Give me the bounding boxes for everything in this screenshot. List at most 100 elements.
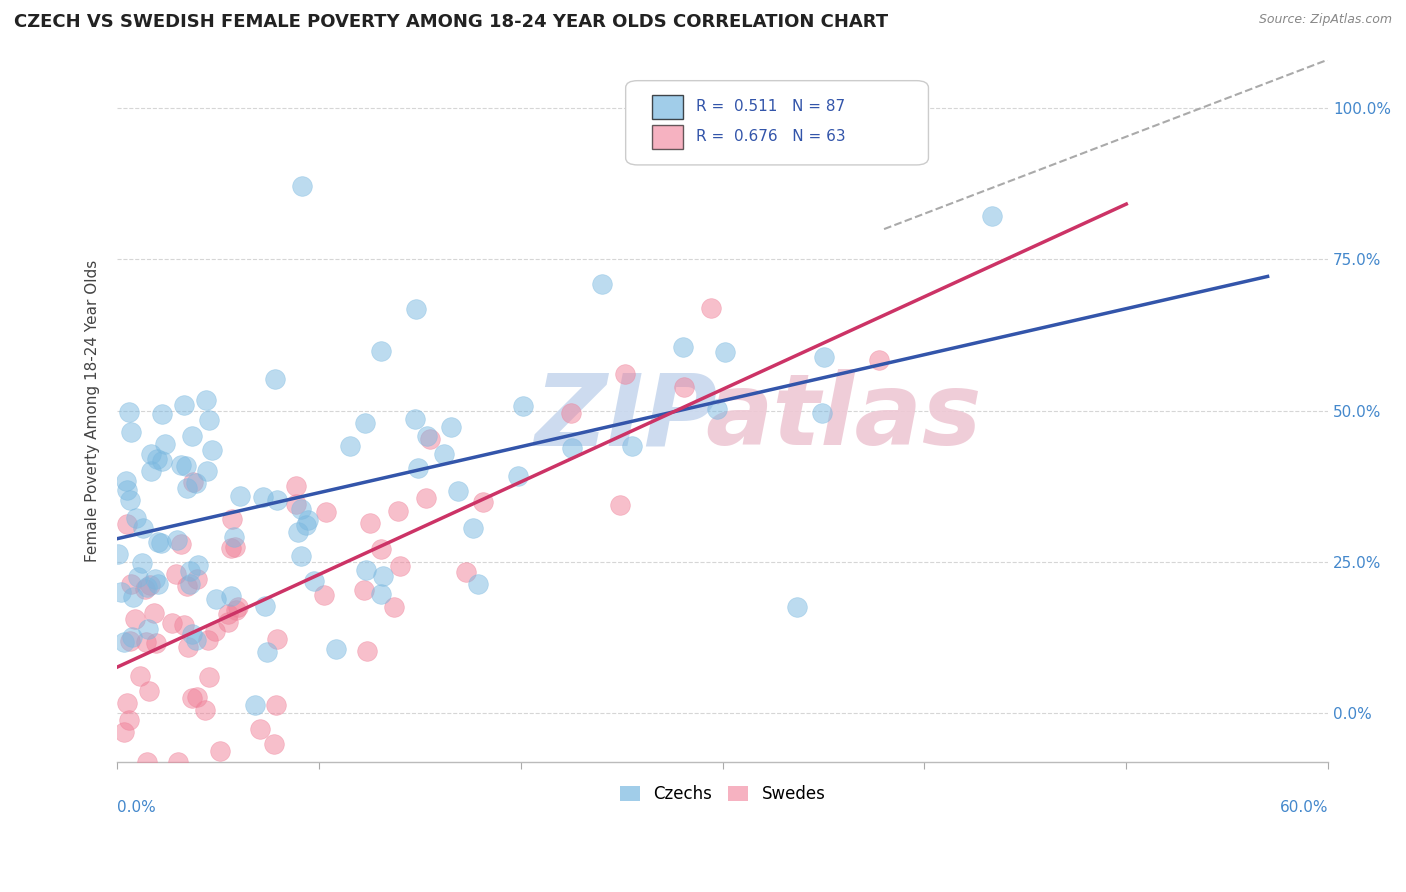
Text: ZIP: ZIP — [534, 369, 717, 467]
Point — [173, 618, 195, 632]
Text: 0.0%: 0.0% — [117, 800, 156, 815]
Point — [115, 517, 138, 532]
Point — [146, 534, 169, 549]
Point — [121, 630, 143, 644]
Point — [249, 722, 271, 736]
Point — [285, 497, 308, 511]
Point — [186, 690, 208, 704]
Point — [115, 474, 138, 488]
Point — [419, 432, 441, 446]
Point — [315, 505, 337, 519]
Point — [177, 640, 200, 654]
Point — [370, 541, 392, 556]
Point — [120, 577, 142, 591]
Point — [180, 691, 202, 706]
Text: atlas: atlas — [706, 369, 981, 467]
Point — [120, 425, 142, 440]
Point — [110, 584, 132, 599]
Point — [176, 481, 198, 495]
Point — [166, 533, 188, 547]
Point — [186, 572, 208, 586]
Point — [186, 476, 208, 491]
Point — [136, 622, 159, 636]
Point — [181, 475, 204, 490]
Point — [252, 490, 274, 504]
Point — [813, 350, 835, 364]
Point — [370, 344, 392, 359]
Point — [243, 698, 266, 712]
Point — [229, 489, 252, 503]
Point — [302, 574, 325, 589]
Point — [228, 600, 250, 615]
Point — [181, 429, 204, 443]
Point — [198, 413, 221, 427]
Point — [179, 577, 201, 591]
Point — [138, 684, 160, 698]
Point — [170, 537, 193, 551]
FancyBboxPatch shape — [652, 95, 682, 120]
Point — [195, 465, 218, 479]
Point — [121, 590, 143, 604]
Point — [463, 520, 485, 534]
Point — [613, 367, 636, 381]
Point — [700, 301, 723, 315]
Point — [609, 498, 631, 512]
Point — [561, 441, 583, 455]
Point — [195, 393, 218, 408]
Point — [353, 416, 375, 430]
Point — [219, 590, 242, 604]
Point — [406, 461, 429, 475]
Point — [404, 412, 426, 426]
Point — [145, 635, 167, 649]
Point — [356, 644, 378, 658]
Point — [153, 437, 176, 451]
Point — [132, 521, 155, 535]
Point — [139, 578, 162, 592]
Point — [706, 402, 728, 417]
Point — [224, 541, 246, 555]
Point — [136, 580, 159, 594]
Point — [713, 345, 735, 359]
Text: 60.0%: 60.0% — [1279, 800, 1329, 815]
Point — [217, 615, 239, 629]
Point — [467, 577, 489, 591]
Point — [354, 563, 377, 577]
Point — [150, 407, 173, 421]
Point — [672, 340, 695, 354]
Point — [194, 702, 217, 716]
Point — [263, 737, 285, 751]
Point — [141, 447, 163, 461]
Point — [287, 524, 309, 539]
Point — [360, 516, 382, 530]
Point — [141, 464, 163, 478]
Point — [620, 439, 643, 453]
Point — [222, 530, 245, 544]
Point — [124, 611, 146, 625]
Point — [162, 615, 184, 630]
Y-axis label: Female Poverty Among 18-24 Year Olds: Female Poverty Among 18-24 Year Olds — [86, 260, 100, 562]
Point — [118, 713, 141, 727]
FancyBboxPatch shape — [626, 80, 928, 165]
Point — [146, 452, 169, 467]
Point — [325, 641, 347, 656]
Point — [179, 564, 201, 578]
Point — [512, 400, 534, 414]
FancyBboxPatch shape — [652, 125, 682, 150]
Point — [294, 517, 316, 532]
Point — [415, 491, 437, 505]
Point — [980, 209, 1002, 223]
Point — [591, 277, 613, 291]
Point — [150, 453, 173, 467]
Point — [285, 479, 308, 493]
Point — [205, 592, 228, 607]
Point — [176, 458, 198, 473]
Point — [217, 607, 239, 622]
Point — [388, 559, 411, 574]
Point — [127, 569, 149, 583]
Point — [290, 502, 312, 516]
Point — [120, 634, 142, 648]
Point — [314, 588, 336, 602]
Legend: Czechs, Swedes: Czechs, Swedes — [613, 779, 832, 810]
Point — [387, 504, 409, 518]
Point — [673, 380, 696, 394]
